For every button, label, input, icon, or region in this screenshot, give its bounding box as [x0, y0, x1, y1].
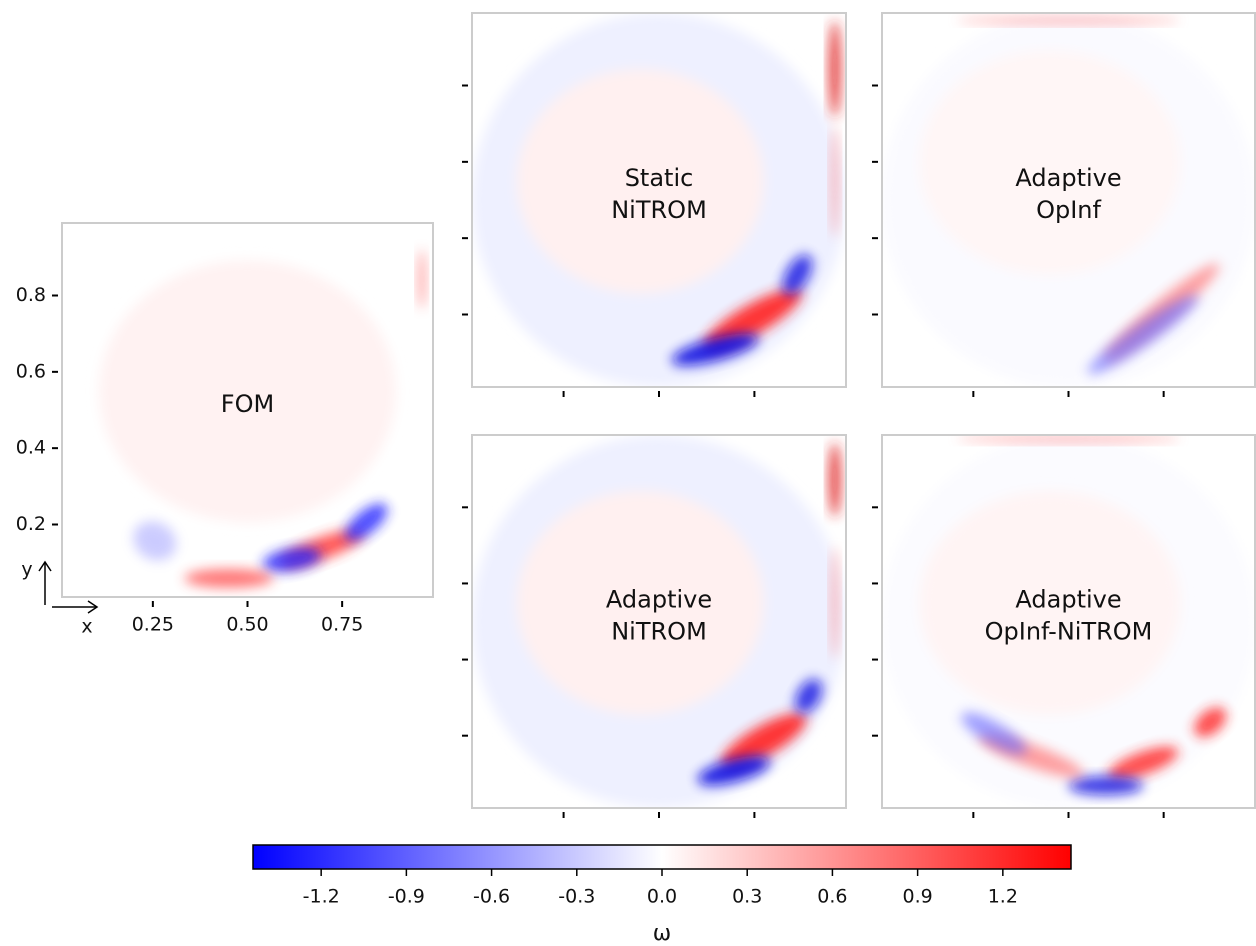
- vortex-blob: [919, 50, 1181, 275]
- x-axis-label: x: [81, 616, 92, 638]
- vorticity-field: [882, 13, 1255, 387]
- vortex-blob: [831, 125, 839, 238]
- colorbar-tick-label: -0.3: [558, 886, 595, 908]
- colorbar-tick-label: 1.2: [988, 886, 1018, 908]
- panel-title: OpInf-NiTROM: [985, 618, 1153, 646]
- vortex-blob: [829, 20, 841, 118]
- y-tick-label: 0.4: [16, 437, 46, 459]
- colorbar-tick-label: 0.6: [817, 886, 847, 908]
- vorticity-field: [62, 223, 433, 597]
- vortex-blob: [1068, 776, 1144, 795]
- panel-title: Adaptive: [606, 586, 712, 614]
- vortex-blob: [697, 756, 771, 786]
- panel-title: Static: [625, 164, 694, 192]
- vortex-blob: [516, 69, 764, 294]
- y-arrow-head: [38, 560, 52, 572]
- vortex-blob: [133, 521, 177, 561]
- vortex-blob: [345, 503, 388, 541]
- panel-title: FOM: [221, 390, 274, 418]
- y-tick-label: 0.6: [16, 360, 46, 382]
- vortex-blob: [99, 260, 396, 523]
- colorbar-tick-label: 0.9: [903, 886, 933, 908]
- vortex-blob: [956, 435, 1181, 443]
- vortex-blob: [184, 568, 274, 588]
- x-arrow-head: [87, 600, 99, 614]
- panel-title: Adaptive: [1015, 164, 1121, 192]
- vortex-blob: [829, 442, 841, 518]
- colorbar-tick-label: 0.0: [647, 886, 677, 908]
- x-tick-label: 0.50: [226, 614, 268, 636]
- panel-frame: [881, 434, 1256, 809]
- colorbar-tick-label: -1.2: [303, 886, 340, 908]
- y-tick-label: 0.8: [16, 284, 46, 306]
- y-tick-label: 0.2: [16, 513, 46, 535]
- vortex-blob: [516, 490, 764, 715]
- vorticity-field: [882, 435, 1255, 808]
- colorbar-label: ω: [653, 921, 671, 946]
- panel-frame: [471, 12, 847, 388]
- vortex-blob: [919, 490, 1181, 715]
- panel-title: NiTROM: [611, 196, 707, 224]
- vortex-blob: [1107, 746, 1179, 780]
- vortex-blob: [1194, 707, 1227, 737]
- panel-title: Adaptive: [1015, 586, 1121, 614]
- panel-title: NiTROM: [611, 618, 707, 646]
- colorbar: [252, 844, 1072, 870]
- vortex-blob: [703, 288, 802, 351]
- panel-frame: [61, 222, 434, 598]
- vortex-blob: [956, 16, 1181, 25]
- vortex-blob: [1087, 295, 1199, 375]
- panel-frame: [471, 434, 847, 809]
- vortex-blob: [831, 546, 839, 659]
- panel-frame: [881, 12, 1256, 388]
- vortex-blob: [795, 678, 823, 714]
- colorbar-tick-label: -0.6: [473, 886, 510, 908]
- vortex-blob: [418, 249, 426, 310]
- vorticity-field: [472, 435, 846, 808]
- x-tick-label: 0.75: [321, 614, 363, 636]
- vortex-blob: [782, 254, 813, 296]
- colorbar-tick-label: 0.3: [732, 886, 762, 908]
- x-tick-label: 0.25: [132, 614, 174, 636]
- y-axis-label: y: [21, 559, 32, 581]
- vortex-blob: [262, 547, 322, 572]
- vortex-blob: [961, 712, 1027, 755]
- vortex-blob: [671, 333, 759, 366]
- vorticity-field: [472, 13, 846, 387]
- vortex-blob: [720, 713, 807, 769]
- colorbar-tick-label: -0.9: [388, 886, 425, 908]
- panel-title: OpInf: [1036, 196, 1101, 224]
